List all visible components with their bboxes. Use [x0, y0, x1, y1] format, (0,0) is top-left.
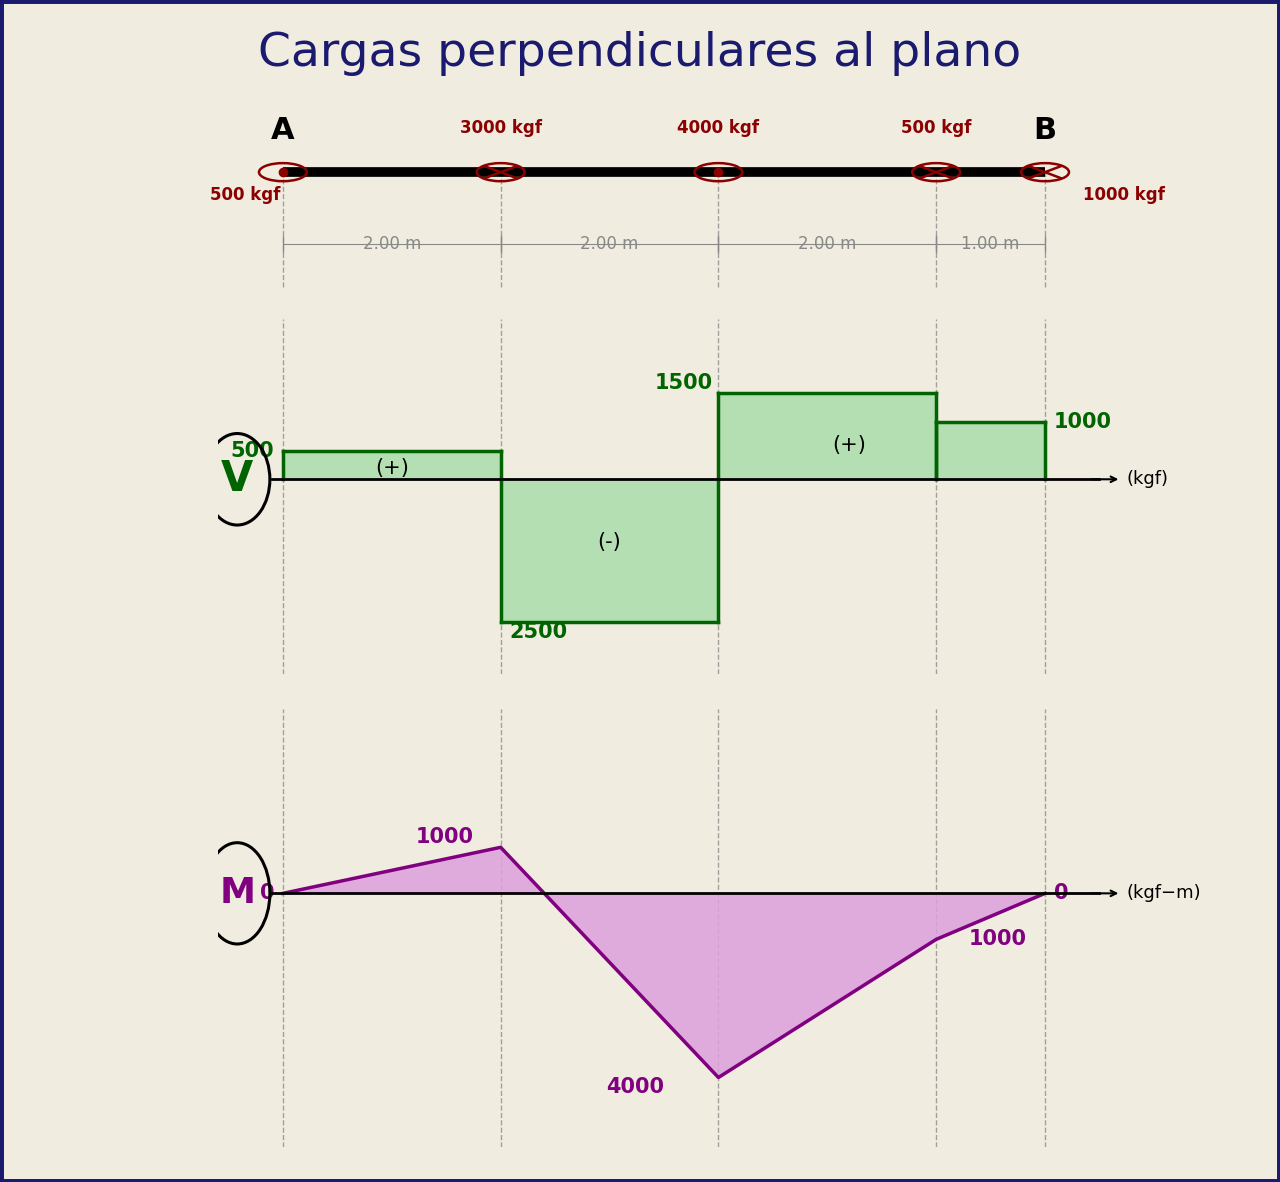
Text: 1000: 1000	[969, 929, 1027, 949]
Text: 4000 kgf: 4000 kgf	[677, 119, 759, 137]
Text: V: V	[221, 459, 253, 500]
Text: 1000 kgf: 1000 kgf	[1083, 186, 1165, 203]
Text: (+): (+)	[832, 435, 867, 455]
Text: A: A	[271, 117, 294, 145]
Text: 3000 kgf: 3000 kgf	[460, 119, 541, 137]
Text: 1000: 1000	[416, 827, 474, 847]
Text: 2.00 m: 2.00 m	[580, 235, 639, 253]
Text: Cargas perpendiculares al plano: Cargas perpendiculares al plano	[259, 31, 1021, 76]
Text: (+): (+)	[375, 457, 408, 478]
Text: (kgf): (kgf)	[1126, 470, 1169, 488]
Text: 2500: 2500	[509, 622, 567, 642]
Text: 1.00 m: 1.00 m	[961, 235, 1020, 253]
Text: 500: 500	[230, 441, 274, 461]
Text: 2.00 m: 2.00 m	[799, 235, 856, 253]
Text: 1000: 1000	[1053, 413, 1112, 433]
Text: 4000: 4000	[605, 1078, 664, 1097]
Text: 500 kgf: 500 kgf	[901, 119, 972, 137]
Text: B: B	[1033, 117, 1056, 145]
Text: (-): (-)	[598, 532, 621, 552]
Text: 2.00 m: 2.00 m	[362, 235, 421, 253]
Text: 1500: 1500	[655, 374, 713, 394]
Text: 0: 0	[1053, 883, 1069, 903]
Text: M: M	[219, 876, 255, 910]
Text: (kgf−m): (kgf−m)	[1126, 884, 1202, 902]
Text: 0: 0	[260, 883, 274, 903]
Text: 500 kgf: 500 kgf	[210, 186, 280, 203]
